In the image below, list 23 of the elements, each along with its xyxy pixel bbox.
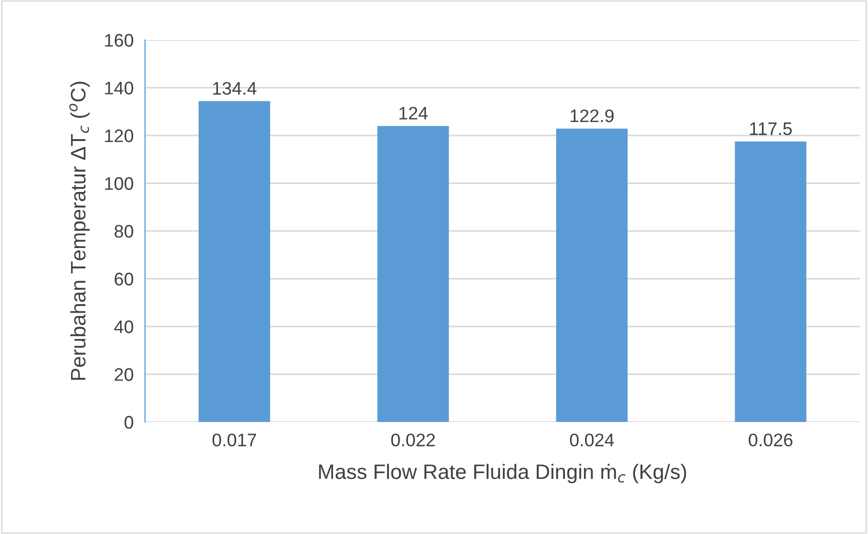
x-tick-label: 0.026	[748, 434, 792, 446]
data-label: 117.5	[750, 122, 792, 136]
y-axis-title: Perubahan Temperatur ΔT$_{c}$ ($^{o}$C)	[69, 82, 90, 380]
y-tick-label: 40	[114, 320, 134, 334]
x-tick-label: 0.022	[391, 434, 435, 446]
x-tick-label: 0.024	[570, 434, 614, 446]
bar	[734, 141, 806, 422]
data-label: 124	[399, 106, 428, 120]
bar	[556, 128, 628, 422]
bar	[377, 126, 449, 422]
x-axis-title: Mass Flow Rate Fluida Dingin ṁ$_{c}$ (Kg/s)	[319, 464, 686, 484]
y-tick-label: 140	[105, 82, 134, 94]
y-tick-label: 0	[124, 416, 134, 429]
data-label: 134.4	[213, 82, 256, 95]
y-tick-label: 20	[114, 368, 134, 381]
y-tick-label: 120	[105, 129, 134, 142]
y-tick-label: 60	[114, 272, 134, 286]
y-tick-label: 100	[105, 177, 134, 190]
bar	[198, 101, 270, 422]
y-tick-label: 160	[105, 34, 134, 47]
x-tick-label: 0.017	[212, 434, 256, 446]
data-label: 122.9	[570, 109, 614, 122]
y-tick-label: 80	[114, 224, 134, 238]
